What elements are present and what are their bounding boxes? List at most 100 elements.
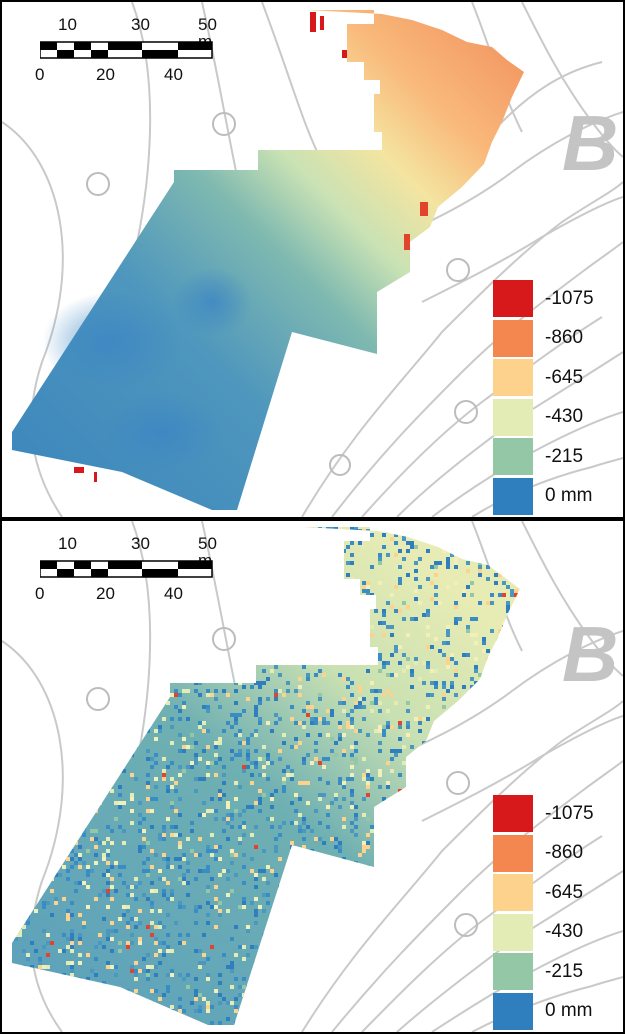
raster-pixel bbox=[414, 801, 418, 805]
raster-pixel bbox=[78, 881, 82, 885]
raster-pixel bbox=[70, 821, 74, 825]
raster-pixel bbox=[198, 965, 202, 969]
raster-pixel bbox=[462, 869, 466, 873]
raster-pixel bbox=[6, 521, 10, 525]
raster-pixel bbox=[222, 869, 226, 873]
raster-pixel bbox=[62, 1001, 66, 1005]
raster-pixel bbox=[438, 737, 442, 741]
raster-pixel bbox=[98, 1025, 102, 1029]
raster-pixel bbox=[98, 893, 102, 897]
raster-pixel bbox=[450, 813, 454, 817]
raster-pixel bbox=[34, 701, 38, 705]
raster-pixel bbox=[182, 701, 186, 705]
raster-pixel bbox=[362, 777, 366, 781]
raster-pixel bbox=[298, 941, 302, 945]
raster-pixel bbox=[62, 677, 66, 681]
map-panel-top: B 10 30 50 m bbox=[0, 0, 625, 519]
raster-pixel bbox=[130, 797, 134, 801]
raster-pixel bbox=[474, 693, 478, 697]
raster-pixel bbox=[122, 621, 126, 625]
raster-pixel bbox=[162, 893, 166, 897]
raster-pixel bbox=[26, 869, 30, 873]
raster-pixel bbox=[254, 609, 258, 613]
raster-pixel bbox=[306, 533, 310, 537]
raster-pixel bbox=[274, 689, 278, 693]
raster-pixel bbox=[342, 581, 346, 585]
raster-pixel bbox=[438, 821, 442, 825]
raster-pixel bbox=[306, 673, 310, 677]
raster-pixel bbox=[470, 593, 474, 597]
raster-pixel bbox=[250, 781, 254, 785]
raster-pixel bbox=[458, 785, 462, 789]
raster-pixel bbox=[202, 645, 206, 649]
raster-pixel bbox=[438, 969, 442, 973]
raster-pixel bbox=[402, 761, 406, 765]
raster-pixel bbox=[206, 729, 210, 733]
raster-pixel bbox=[490, 629, 494, 633]
raster-pixel bbox=[150, 901, 154, 905]
raster-pixel bbox=[458, 817, 462, 821]
raster-pixel bbox=[258, 981, 262, 985]
raster-pixel bbox=[398, 849, 402, 853]
raster-pixel bbox=[266, 761, 270, 765]
raster-pixel bbox=[194, 641, 198, 645]
raster-pixel bbox=[382, 665, 386, 669]
raster-pixel bbox=[274, 527, 278, 529]
raster-pixel bbox=[142, 673, 146, 677]
raster-pixel bbox=[34, 1009, 38, 1013]
raster-pixel bbox=[362, 545, 366, 549]
red-speck bbox=[74, 467, 84, 473]
raster-pixel bbox=[426, 781, 430, 785]
raster-pixel bbox=[178, 521, 182, 525]
raster-pixel bbox=[486, 533, 490, 537]
raster-pixel bbox=[446, 657, 450, 661]
raster-pixel bbox=[446, 733, 450, 737]
raster-pixel bbox=[386, 817, 390, 821]
raster-pixel bbox=[498, 573, 502, 577]
raster-pixel bbox=[414, 717, 418, 721]
raster-pixel bbox=[302, 821, 306, 825]
raster-pixel bbox=[378, 997, 382, 1001]
raster-pixel bbox=[414, 561, 418, 565]
raster-pixel bbox=[334, 793, 338, 797]
raster-pixel bbox=[26, 913, 30, 917]
raster-pixel bbox=[302, 605, 306, 609]
raster-pixel bbox=[378, 817, 382, 821]
raster-pixel bbox=[398, 773, 402, 777]
raster-pixel bbox=[74, 661, 78, 665]
raster-pixel bbox=[354, 701, 358, 705]
raster-pixel bbox=[22, 1025, 26, 1029]
raster-pixel bbox=[418, 765, 422, 769]
raster-pixel bbox=[102, 981, 106, 985]
raster-pixel bbox=[102, 1029, 106, 1032]
raster-pixel bbox=[170, 761, 174, 765]
raster-pixel bbox=[262, 1017, 266, 1021]
raster-pixel bbox=[422, 613, 426, 617]
legend-label: -430 bbox=[545, 921, 584, 943]
raster-pixel bbox=[114, 629, 118, 633]
raster-pixel bbox=[142, 1009, 146, 1013]
raster-pixel bbox=[418, 921, 422, 925]
raster-pixel bbox=[330, 633, 334, 637]
raster-pixel bbox=[66, 765, 70, 769]
raster-pixel bbox=[182, 941, 186, 945]
raster-pixel bbox=[94, 629, 98, 633]
raster-pixel bbox=[86, 885, 90, 889]
raster-pixel bbox=[98, 605, 102, 609]
scale-label-top: 30 bbox=[131, 534, 150, 553]
raster-pixel bbox=[26, 597, 30, 601]
raster-pixel bbox=[250, 637, 254, 641]
raster-pixel bbox=[306, 973, 310, 977]
raster-pixel bbox=[42, 945, 46, 949]
raster-pixel bbox=[410, 745, 414, 749]
raster-pixel bbox=[38, 741, 42, 745]
raster-pixel bbox=[202, 777, 206, 781]
raster-pixel bbox=[18, 633, 22, 637]
raster-pixel bbox=[22, 985, 26, 989]
raster-pixel bbox=[90, 777, 94, 781]
raster-pixel bbox=[158, 673, 162, 677]
raster-pixel bbox=[294, 853, 298, 857]
raster-pixel bbox=[110, 777, 114, 781]
raster-pixel bbox=[66, 741, 70, 745]
raster-pixel bbox=[154, 953, 158, 957]
